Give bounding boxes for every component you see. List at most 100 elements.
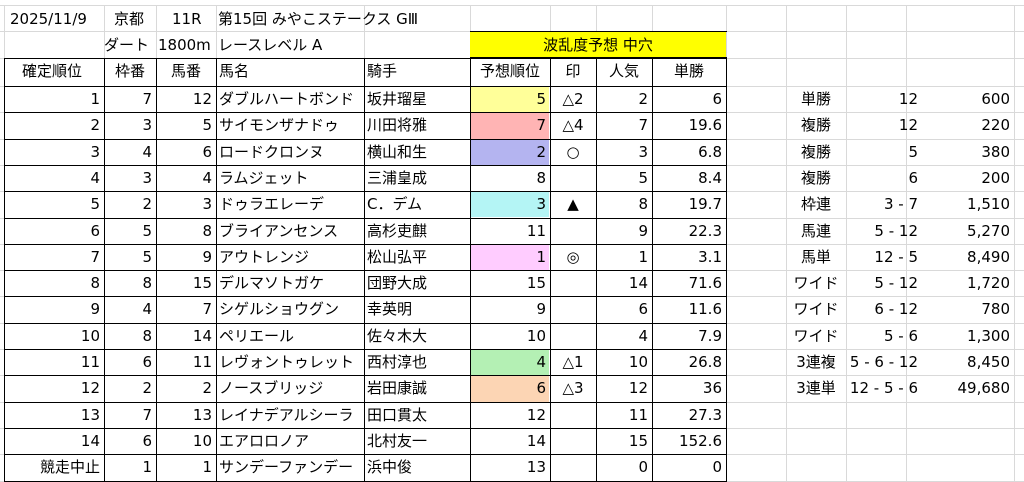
cell-horse-name[interactable]: ノースブリッジ — [219, 379, 324, 398]
cell-finish[interactable]: 1 — [90, 90, 100, 108]
cell-finish[interactable]: 5 — [90, 195, 100, 214]
cell-jockey[interactable]: 横山和生 — [367, 142, 428, 161]
cell-gate[interactable]: 6 — [142, 353, 152, 371]
cell-gate[interactable]: 8 — [142, 326, 152, 345]
cell-gate[interactable]: 8 — [142, 274, 152, 293]
cell-horse-name[interactable]: レイナデアルシーラ — [219, 405, 354, 424]
payout-bet-type[interactable]: 馬連 — [800, 221, 831, 240]
column-header-jockey[interactable]: 騎手 — [367, 62, 398, 80]
payout-amount[interactable]: 8,490 — [967, 247, 1010, 266]
cell-number[interactable]: 3 — [202, 195, 212, 214]
column-header-gate[interactable]: 枠番 — [114, 62, 145, 80]
column-header-prediction[interactable]: 予想順位 — [479, 62, 540, 80]
payout-combination[interactable]: 12 - 5 - 6 — [849, 379, 918, 398]
cell-win-odds[interactable]: 6.8 — [698, 142, 722, 161]
cell-horse-name[interactable]: ペリエール — [219, 326, 295, 345]
cell-jockey[interactable]: 岩田康誠 — [367, 379, 428, 398]
payout-bet-type[interactable]: 3連複 — [796, 353, 836, 371]
cell-prediction[interactable]: 12 — [526, 405, 546, 424]
cell-popularity[interactable]: 1 — [638, 247, 648, 266]
payout-bet-type[interactable]: 3連単 — [796, 379, 836, 398]
cell-finish[interactable]: 7 — [90, 247, 100, 266]
cell-number[interactable]: 1 — [202, 458, 212, 477]
cell-mark[interactable] — [550, 429, 596, 453]
cell-horse-name[interactable]: エアロロノア — [219, 431, 310, 450]
payout-amount[interactable]: 780 — [981, 300, 1010, 319]
cell-win-odds[interactable]: 7.9 — [698, 326, 722, 345]
cell-prediction[interactable]: 10 — [526, 326, 546, 345]
payout-bet-type[interactable]: ワイド — [793, 326, 839, 345]
cell-win-odds[interactable]: 26.8 — [688, 353, 722, 371]
cell-jockey[interactable]: 佐々木大 — [367, 326, 428, 345]
cell-gate[interactable]: 6 — [142, 431, 152, 450]
payout-amount[interactable]: 380 — [981, 142, 1010, 161]
cell-gate[interactable]: 2 — [142, 379, 152, 398]
cell-finish[interactable]: 10 — [80, 326, 100, 345]
cell-number[interactable]: 13 — [192, 405, 212, 424]
column-header-popularity[interactable]: 人気 — [608, 62, 639, 80]
cell-gate[interactable]: 5 — [142, 247, 152, 266]
cell-mark[interactable] — [550, 166, 596, 190]
payout-amount[interactable]: 600 — [981, 90, 1010, 108]
race-surface[interactable]: ダート — [104, 36, 150, 54]
payout-bet-type[interactable]: ワイド — [793, 274, 839, 293]
cell-horse-name[interactable]: レヴォントゥレット — [219, 353, 355, 371]
cell-number[interactable]: 7 — [202, 300, 212, 319]
cell-mark[interactable]: △4 — [562, 116, 584, 135]
cell-win-odds[interactable]: 19.6 — [688, 116, 722, 135]
cell-popularity[interactable]: 0 — [638, 458, 648, 477]
cell-popularity[interactable]: 15 — [628, 431, 648, 450]
cell-win-odds[interactable]: 71.6 — [688, 274, 722, 293]
payout-amount[interactable]: 220 — [981, 116, 1010, 135]
cell-jockey[interactable]: 三浦皇成 — [367, 168, 428, 187]
cell-horse-name[interactable]: ダブルハートボンド — [219, 90, 355, 108]
cell-mark[interactable]: ◎ — [566, 247, 580, 266]
race-level[interactable]: レースレベル A — [218, 36, 323, 54]
cell-jockey[interactable]: 浜中俊 — [367, 458, 413, 477]
cell-prediction[interactable]: 13 — [526, 458, 546, 477]
cell-number[interactable]: 5 — [202, 116, 212, 135]
cell-jockey[interactable]: 西村淳也 — [367, 353, 428, 371]
cell-jockey[interactable]: 高杉吏麒 — [367, 221, 428, 240]
cell-prediction[interactable]: 3 — [536, 195, 546, 214]
cell-gate[interactable]: 7 — [142, 90, 152, 108]
cell-mark[interactable]: △2 — [562, 90, 584, 108]
payout-bet-type[interactable]: ワイド — [793, 300, 839, 319]
payout-combination[interactable]: 5 - 12 — [874, 221, 918, 240]
cell-jockey[interactable]: 坂井瑠星 — [367, 90, 428, 108]
payout-combination[interactable]: 6 — [908, 168, 918, 187]
cell-prediction[interactable]: 7 — [536, 116, 546, 135]
column-header-number[interactable]: 馬番 — [170, 62, 201, 80]
payout-bet-type[interactable]: 単勝 — [800, 90, 831, 108]
cell-finish[interactable]: 4 — [90, 168, 100, 187]
cell-win-odds[interactable]: 0 — [712, 458, 722, 477]
payout-bet-type[interactable]: 複勝 — [800, 142, 831, 161]
cell-number[interactable]: 4 — [202, 168, 212, 187]
payout-amount[interactable]: 200 — [981, 168, 1010, 187]
cell-prediction[interactable]: 4 — [536, 353, 546, 371]
payout-amount[interactable]: 1,300 — [967, 326, 1010, 345]
cell-popularity[interactable]: 9 — [638, 221, 648, 240]
race-number[interactable]: 11R — [172, 10, 202, 28]
cell-popularity[interactable]: 12 — [628, 379, 648, 398]
cell-number[interactable]: 2 — [202, 379, 212, 398]
payout-bet-type[interactable]: 枠連 — [800, 195, 831, 214]
cell-number[interactable]: 12 — [192, 90, 212, 108]
cell-finish[interactable]: 3 — [90, 142, 100, 161]
cell-gate[interactable]: 7 — [142, 405, 152, 424]
cell-finish[interactable]: 9 — [90, 300, 100, 319]
cell-popularity[interactable]: 7 — [638, 116, 648, 135]
cell-prediction[interactable]: 5 — [536, 90, 546, 108]
cell-mark[interactable] — [550, 324, 596, 348]
cell-finish[interactable]: 14 — [80, 431, 100, 450]
cell-finish[interactable]: 13 — [80, 405, 100, 424]
column-header-win-odds[interactable]: 単勝 — [673, 62, 704, 80]
payout-combination[interactable]: 5 - 6 — [883, 326, 918, 345]
upset-forecast-banner[interactable]: 波乱度予想 中穴 — [543, 36, 653, 54]
cell-horse-name[interactable]: サンデーファンデー — [219, 458, 354, 477]
cell-gate[interactable]: 3 — [142, 116, 152, 135]
cell-prediction[interactable]: 1 — [536, 247, 546, 266]
race-name[interactable]: 第15回 みやこステークス GⅢ — [218, 10, 419, 28]
cell-jockey[interactable]: 川田将雅 — [367, 116, 428, 135]
